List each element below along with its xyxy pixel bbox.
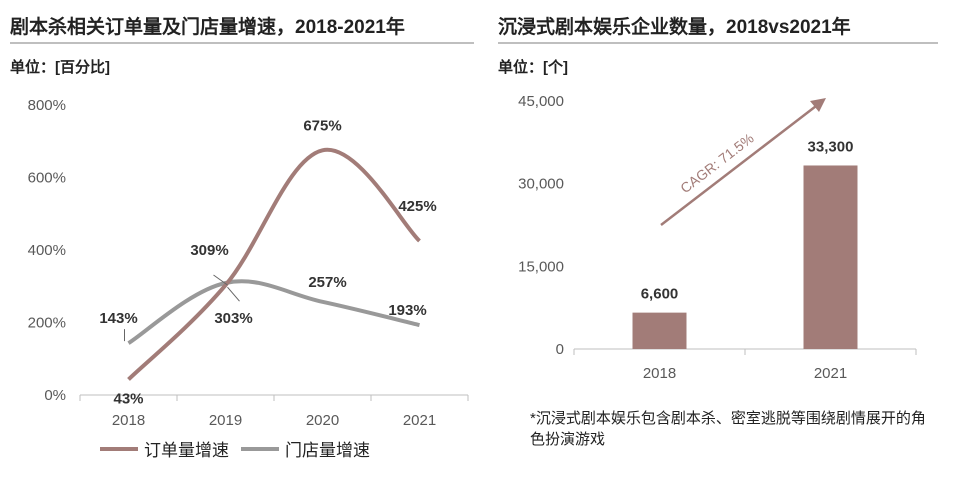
- left-chart-panel: 剧本杀相关订单量及门店量增速，2018-2021年 单位：[百分比] 0% 200…: [0, 0, 476, 477]
- legend-item-orders: 订单量增速: [100, 436, 229, 461]
- data-label-stores: 309%: [190, 242, 228, 259]
- leader-line: [213, 274, 228, 286]
- data-label-orders: 425%: [398, 198, 436, 215]
- legend-swatch-orders: [100, 446, 138, 451]
- bar-2021: [803, 165, 858, 349]
- data-label-stores: 257%: [308, 274, 346, 291]
- bar-2018: [632, 312, 687, 349]
- bar-value-label: 33,300: [808, 138, 854, 155]
- data-label-stores: 193%: [388, 302, 426, 319]
- bar-value-label: 6,600: [641, 286, 679, 303]
- y-tick-label: 600%: [28, 170, 66, 187]
- data-label-orders: 675%: [303, 117, 341, 134]
- data-label-stores: 143%: [99, 310, 137, 327]
- data-label-orders: 43%: [113, 390, 143, 407]
- left-chart-title: 剧本杀相关订单量及门店量增速，2018-2021年: [10, 17, 405, 38]
- legend-item-stores: 门店量增速: [241, 436, 370, 461]
- series-line-stores: [127, 279, 420, 345]
- cagr-arrow-head: [810, 98, 826, 112]
- line-chart: 0% 200% 400% 600% 800% 2018 2019 2020 2021 43% 303…: [28, 97, 469, 429]
- y-tick-label: 0%: [44, 387, 66, 404]
- y-tick-label: 800%: [28, 97, 66, 114]
- left-title-divider: [10, 42, 474, 44]
- right-chart-panel: 沉浸式剧本娱乐企业数量，2018vs2021年 单位：[个] 0 15,000 30…: [494, 0, 944, 477]
- cagr-label: CAGR: 71.5%: [677, 130, 756, 196]
- legend-label-stores: 门店量增速: [285, 441, 370, 460]
- y-tick-label: 0: [556, 341, 564, 358]
- data-label-orders: 303%: [214, 310, 252, 327]
- leader-line: [227, 286, 240, 302]
- chart-legend: 订单量增速 门店量增速: [100, 436, 382, 461]
- y-tick-label: 15,000: [518, 258, 564, 275]
- x-tick-label: 2021: [814, 365, 847, 382]
- legend-swatch-stores: [241, 446, 279, 451]
- cagr-arrow-line: [660, 102, 821, 226]
- footnote: *沉浸式剧本娱乐包含剧本杀、密室逃脱等围绕剧情展开的角色扮演游戏: [530, 410, 926, 448]
- left-unit-label: 单位：[百分比]: [10, 59, 110, 76]
- x-tick-label: 2018: [643, 365, 676, 382]
- y-tick-label: 400%: [28, 242, 66, 259]
- x-tick-label: 2019: [209, 412, 242, 429]
- bar-chart: 0 15,000 30,000 45,000 2018 2021 6,600 33,300 CA…: [518, 93, 917, 382]
- x-tick-label: 2021: [403, 412, 436, 429]
- right-unit-label: 单位：[个]: [498, 59, 568, 76]
- right-title-divider: [498, 42, 938, 44]
- series-line-orders: [127, 148, 421, 381]
- y-tick-label: 45,000: [518, 93, 564, 110]
- right-chart-title: 沉浸式剧本娱乐企业数量，2018vs2021年: [498, 17, 851, 38]
- y-tick-label: 30,000: [518, 176, 564, 193]
- y-tick-label: 200%: [28, 315, 66, 332]
- x-tick-label: 2018: [112, 412, 145, 429]
- x-tick-label: 2020: [306, 412, 339, 429]
- legend-label-orders: 订单量增速: [144, 441, 229, 460]
